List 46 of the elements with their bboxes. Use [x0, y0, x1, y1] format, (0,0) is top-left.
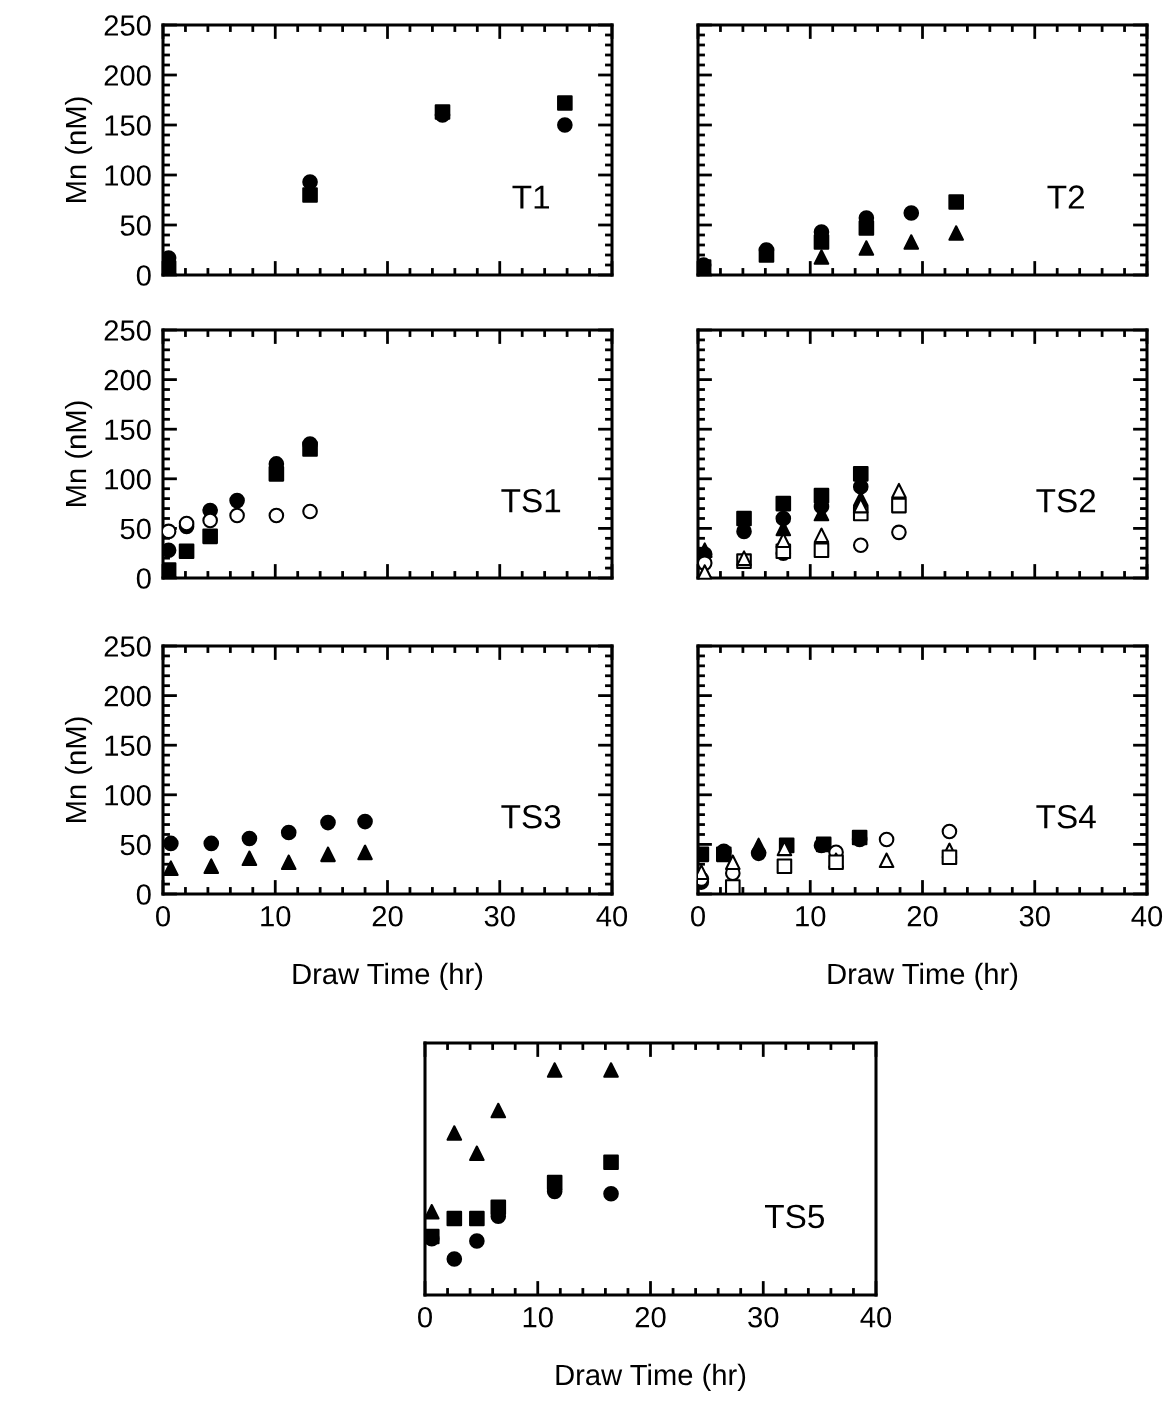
x-tick-label: 10 — [261, 905, 291, 927]
text: T1 — [512, 185, 549, 209]
y-tick-label: 100 — [105, 165, 151, 186]
x-tick-label: 20 — [635, 1306, 666, 1328]
x-tick-label: 0 — [691, 905, 705, 927]
y-tick-label: 100 — [105, 785, 151, 806]
y-tick-label: 150 — [105, 115, 151, 136]
x-axis-title: Draw Time (hr) — [828, 962, 1018, 991]
y-tick-label: 150 — [105, 419, 151, 441]
y-tick-label: 50 — [120, 834, 151, 856]
text: TS3 — [501, 804, 561, 829]
y-tick-label: 0 — [136, 884, 151, 905]
y-tick-label: 50 — [120, 518, 151, 540]
y-tick-label: 150 — [105, 735, 151, 757]
text: TS2 — [1036, 488, 1096, 513]
y-tick-label: 250 — [104, 320, 151, 341]
x-tick-label: 10 — [523, 1306, 553, 1328]
x-tick-label: 30 — [1019, 905, 1050, 927]
y-tick-label: 200 — [104, 369, 151, 391]
y-axis-title: Mn (nM) — [64, 717, 93, 822]
x-tick-label: 0 — [418, 1306, 432, 1328]
x-axis-title: Draw Time (hr) — [293, 962, 483, 991]
y-tick-label: 200 — [104, 685, 151, 707]
x-tick-label: 30 — [484, 905, 515, 927]
x-tick-label: 20 — [372, 905, 403, 927]
y-tick-label: 0 — [136, 568, 151, 589]
x-tick-label: 30 — [748, 1306, 779, 1328]
y-tick-label: 0 — [136, 265, 151, 286]
y-tick-label: 250 — [104, 636, 151, 657]
x-tick-label: 20 — [907, 905, 938, 927]
x-tick-label: 40 — [860, 1306, 892, 1328]
text: T2 — [1047, 185, 1084, 209]
x-tick-label: 0 — [156, 905, 170, 927]
y-tick-label: 100 — [105, 469, 151, 490]
x-tick-label: 40 — [596, 905, 628, 927]
y-tick-label: 250 — [104, 15, 151, 36]
text: TS5 — [765, 1204, 824, 1229]
x-axis-title: Draw Time (hr) — [556, 1363, 746, 1392]
text: TS1 — [501, 488, 561, 513]
y-axis-title: Mn (nM) — [64, 401, 93, 506]
text: TS4 — [1036, 804, 1096, 829]
y-tick-label: 50 — [120, 215, 151, 236]
y-tick-label: 200 — [104, 65, 151, 86]
y-axis-title: Mn (nM) — [64, 97, 93, 202]
x-tick-label: 10 — [796, 905, 826, 927]
x-tick-label: 40 — [1131, 905, 1163, 927]
